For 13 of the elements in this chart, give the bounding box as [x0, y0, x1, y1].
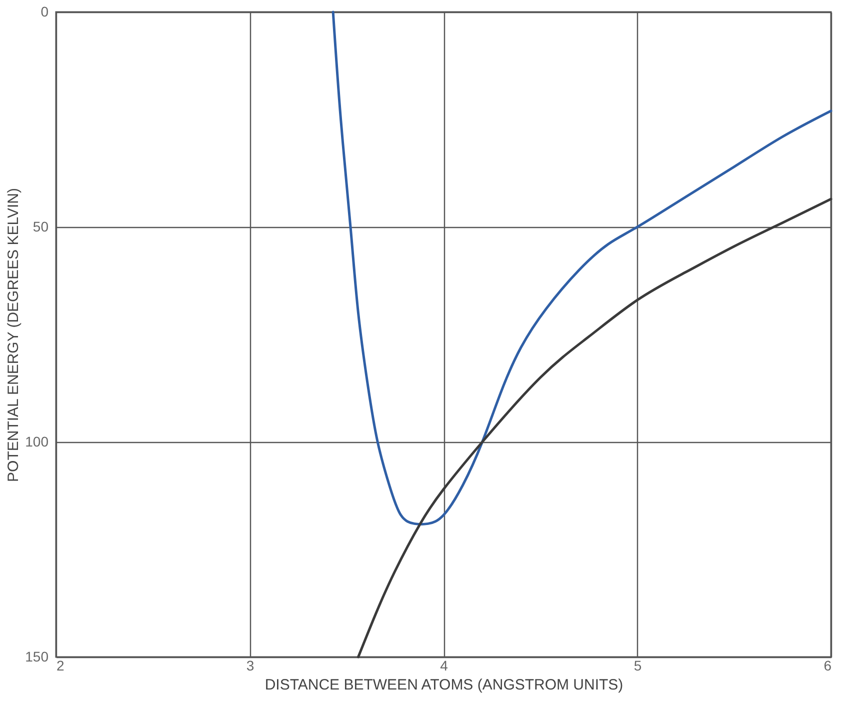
y-tick-label: 0 — [40, 4, 49, 20]
y-tick-label: 50 — [32, 218, 49, 234]
x-tick-label: 2 — [56, 658, 64, 674]
y-tick-label: 150 — [25, 648, 49, 664]
line-series — [332, 10, 832, 526]
y-tick-label: 100 — [25, 434, 49, 450]
x-tick-label: 5 — [634, 658, 642, 674]
x-tick-label: 6 — [824, 658, 832, 674]
x-tick-label: 3 — [246, 658, 254, 674]
x-tick-label: 4 — [440, 658, 448, 674]
line-series — [357, 198, 832, 658]
y-axis-title: POTENTIAL ENERGY (DEGREES KELVIN) — [5, 188, 22, 482]
x-axis-title: DISTANCE BETWEEN ATOMS (ANGSTROM UNITS) — [264, 676, 624, 694]
